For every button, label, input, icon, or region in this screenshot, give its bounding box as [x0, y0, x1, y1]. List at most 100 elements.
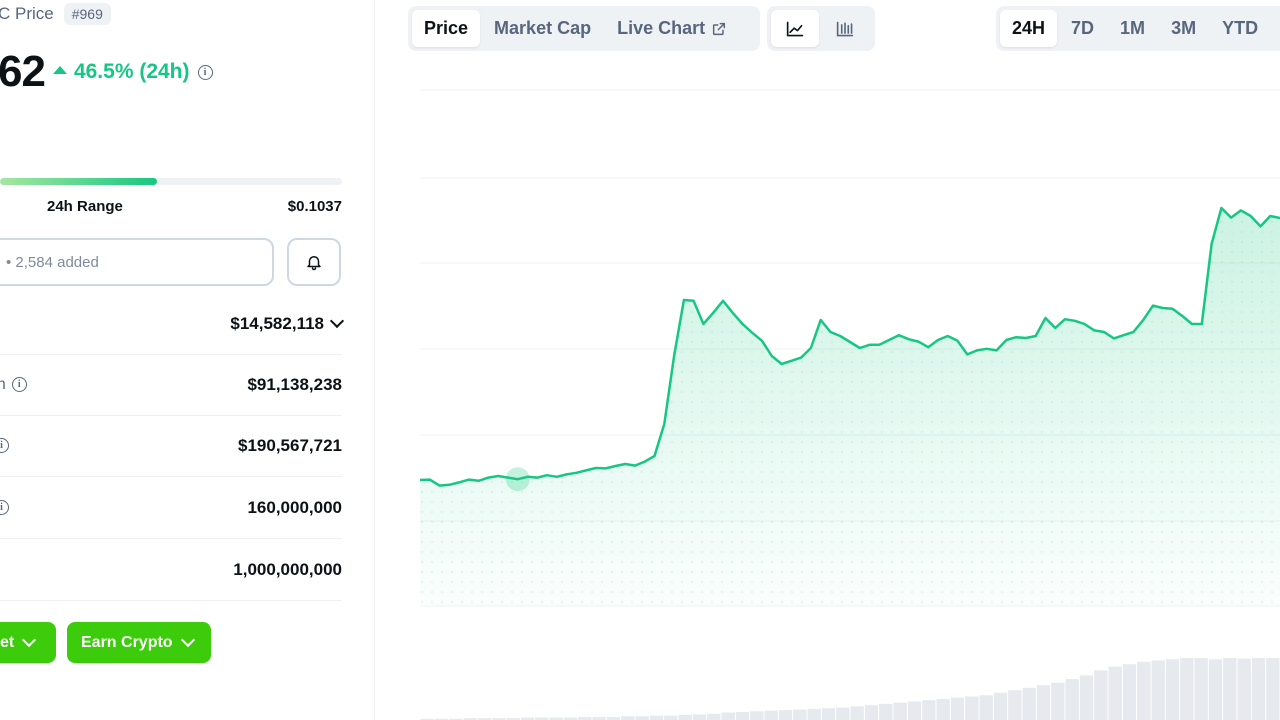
- external-link-icon: [713, 22, 726, 35]
- chart-panel: Price Market Cap Live Chart 24H 7D 1M 3M…: [374, 0, 1280, 720]
- market-button-label: et: [0, 633, 15, 651]
- tab-price[interactable]: Price: [412, 10, 481, 47]
- chart-type-tabs: [767, 6, 875, 51]
- bell-icon: [307, 256, 321, 271]
- volume-bar: [1036, 685, 1051, 720]
- volume-bar: [1008, 690, 1022, 720]
- volume-bar: [807, 708, 821, 720]
- volume-bar: [1165, 659, 1180, 720]
- volume-bar: [506, 718, 520, 720]
- candlestick-button[interactable]: [821, 10, 869, 47]
- volume-bar: [993, 692, 1008, 720]
- range-tab-1m[interactable]: 1M: [1108, 10, 1157, 47]
- range-tab-24h[interactable]: 24H: [1000, 10, 1058, 47]
- volume-bar: [965, 696, 979, 720]
- volume-bar: [1079, 675, 1094, 720]
- price-change: 46.5% (24h): [52, 60, 190, 84]
- price-row: 62 46.5% (24h) i: [0, 46, 213, 98]
- 24h-range-label: 24h Range: [47, 198, 123, 215]
- chevron-down-icon: [180, 632, 195, 648]
- volume-bar: [606, 716, 621, 720]
- volume-bar: [621, 716, 635, 720]
- market-dropdown-button[interactable]: et: [0, 622, 56, 663]
- up-arrow-icon: [52, 66, 67, 74]
- volume-bar: [1151, 660, 1165, 720]
- watchlist-button[interactable]: • 2,584 added: [0, 238, 274, 286]
- stat-row-fdv: i $190,567,721: [0, 415, 342, 477]
- info-icon[interactable]: i: [0, 438, 9, 453]
- price-line: [420, 206, 1280, 487]
- stat-row-circulating-supply: i 160,000,000: [0, 477, 342, 539]
- chevron-down-icon: [22, 632, 37, 648]
- line-chart-button[interactable]: [771, 10, 819, 47]
- range-tab-ytd[interactable]: YTD: [1210, 10, 1270, 47]
- tab-label: 7D: [1071, 18, 1095, 38]
- volume-bar: [520, 717, 535, 720]
- info-icon[interactable]: i: [11, 377, 27, 392]
- stat-value: $190,567,721: [238, 435, 342, 455]
- tab-label: Price: [424, 18, 469, 38]
- price-chart[interactable]: [420, 60, 1280, 720]
- tab-market-cap[interactable]: Market Cap: [482, 10, 603, 47]
- volume-bar: [492, 718, 506, 720]
- volume-bar: [1122, 664, 1137, 720]
- volume-bar: [635, 716, 649, 720]
- volume-bar: [477, 718, 492, 720]
- volume-bar: [563, 717, 578, 720]
- 24h-range-fill: [0, 178, 158, 185]
- price-alert-button[interactable]: [287, 238, 341, 286]
- tab-label: 1M: [1120, 18, 1146, 38]
- 24h-range-bar: [0, 178, 342, 185]
- 24h-range-high: $0.1037: [287, 198, 342, 215]
- volume-bar: [1237, 658, 1251, 720]
- volume-bar: [1051, 682, 1065, 720]
- line-chart-icon: [786, 21, 804, 36]
- volume-bar: [1065, 679, 1079, 720]
- volume-bar: [778, 710, 793, 720]
- volume-bar: [420, 718, 434, 720]
- volume-bar: [1208, 659, 1223, 720]
- info-icon[interactable]: i: [197, 64, 213, 80]
- volume-bar: [649, 715, 664, 720]
- tab-label: Market Cap: [494, 18, 592, 38]
- stat-row-market-cap: on i $91,138,238: [0, 354, 342, 416]
- volume-bar: [793, 709, 807, 720]
- price-chart-svg[interactable]: [420, 60, 1280, 720]
- volume-bar: [979, 695, 993, 720]
- stat-value[interactable]: $14,582,118: [230, 313, 345, 334]
- volume-bar: [535, 717, 549, 720]
- volume-bar: [707, 713, 721, 720]
- price-area-dots: [420, 208, 1280, 605]
- stat-label-wrap: i: [0, 438, 9, 453]
- volume-bar: [735, 711, 750, 720]
- tab-live-chart[interactable]: Live Chart: [605, 10, 739, 47]
- volume-bar: [721, 712, 735, 720]
- volume-bar: [879, 703, 893, 720]
- earn-crypto-button[interactable]: Earn Crypto: [67, 622, 211, 663]
- volume-bar: [1108, 666, 1122, 720]
- range-tab-7d[interactable]: 7D: [1059, 10, 1106, 47]
- stat-label-wrap: on i: [0, 376, 27, 394]
- coin-header: C Price #969: [0, 3, 111, 25]
- stat-value: 160,000,000: [247, 497, 342, 517]
- volume-bar: [821, 708, 836, 720]
- stat-value-text: $14,582,118: [230, 313, 324, 333]
- volume-bar: [922, 700, 936, 720]
- volume-bar: [578, 716, 592, 720]
- volume-bar: [434, 718, 449, 720]
- volume-bar: [664, 715, 678, 720]
- volume-bar: [1094, 670, 1108, 720]
- info-icon[interactable]: i: [0, 500, 9, 515]
- range-tabs: 24H 7D 1M 3M YTD: [996, 6, 1280, 51]
- range-tab-3m[interactable]: 3M: [1159, 10, 1208, 47]
- price-change-value: 46.5% (24h): [73, 60, 190, 83]
- tab-label: YTD: [1222, 18, 1259, 38]
- volume-bar: [678, 715, 692, 720]
- coin-stats-panel: C Price #969 62 46.5% (24h) i 24h Range …: [0, 0, 375, 720]
- volume-bar: [592, 716, 606, 720]
- chevron-down-icon: [329, 313, 345, 329]
- volume-bar: [1266, 658, 1280, 720]
- tab-label: Live Chart: [617, 18, 706, 38]
- stat-value: 1,000,000,000: [233, 559, 342, 579]
- earn-crypto-label: Earn Crypto: [81, 633, 173, 651]
